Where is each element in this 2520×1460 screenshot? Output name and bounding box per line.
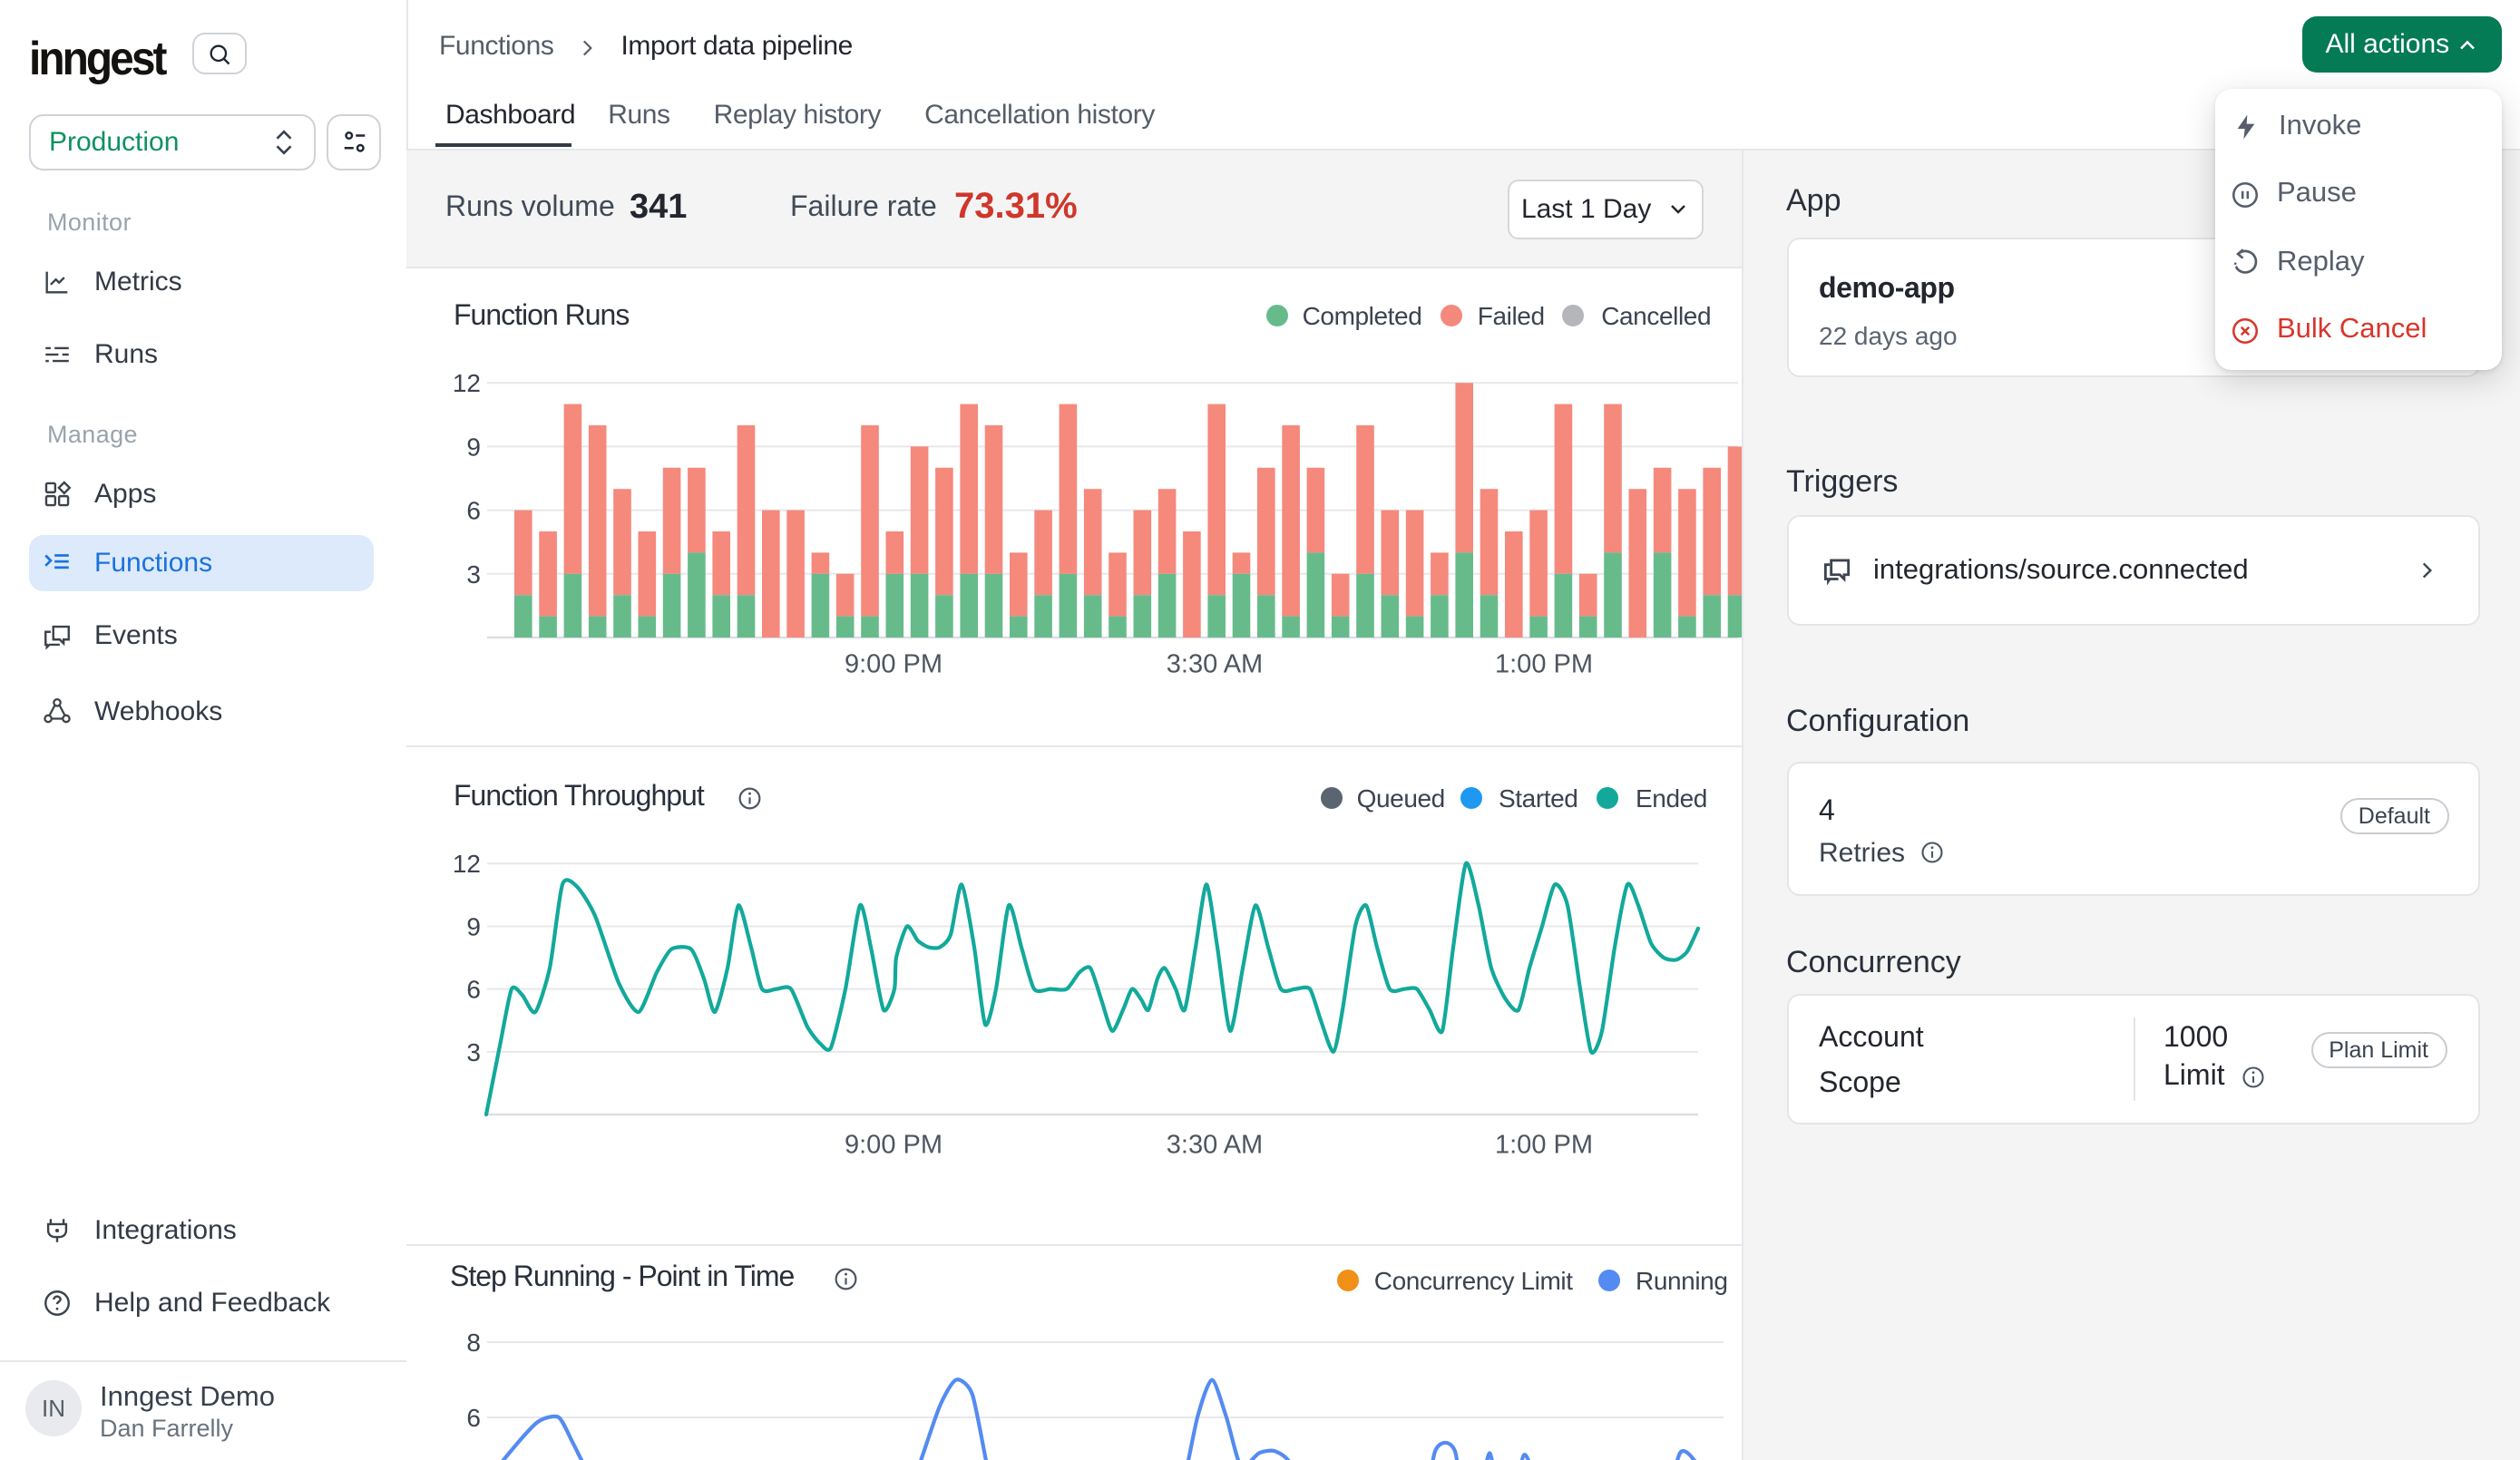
svg-text:1:00 PM: 1:00 PM <box>1495 1129 1593 1158</box>
svg-text:6: 6 <box>466 1403 481 1431</box>
svg-text:6: 6 <box>466 975 481 1003</box>
svg-text:3: 3 <box>466 1037 481 1066</box>
svg-text:3: 3 <box>466 560 481 589</box>
svg-text:9:00 PM: 9:00 PM <box>845 1129 943 1158</box>
svg-text:3:30 AM: 3:30 AM <box>1167 1129 1263 1158</box>
svg-text:1:00 PM: 1:00 PM <box>1495 649 1593 678</box>
svg-text:6: 6 <box>466 497 481 525</box>
svg-text:9: 9 <box>466 911 481 939</box>
svg-text:8: 8 <box>466 1328 481 1356</box>
svg-text:9:00 PM: 9:00 PM <box>845 649 943 678</box>
svg-text:12: 12 <box>453 369 481 397</box>
svg-text:3:30 AM: 3:30 AM <box>1167 649 1263 678</box>
svg-text:9: 9 <box>466 433 481 461</box>
svg-text:12: 12 <box>453 849 481 877</box>
